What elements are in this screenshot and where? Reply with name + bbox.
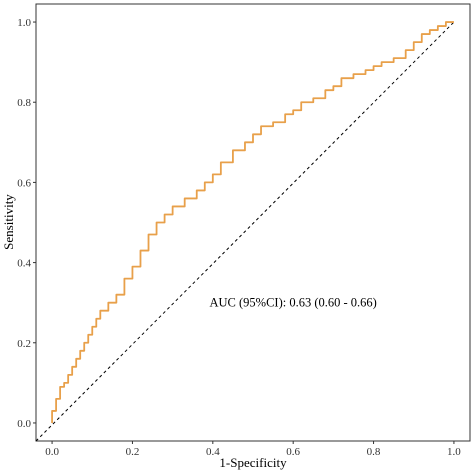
x-tick-label: 0.4 [206,446,220,458]
auc-annotation: AUC (95%CI): 0.63 (0.60 - 0.66) [210,296,377,310]
x-tick-label: 0.6 [286,446,300,458]
x-tick-label: 0.8 [367,446,381,458]
y-tick-label: 0.2 [17,338,31,350]
x-tick-label: 0.2 [126,446,140,458]
y-tick-label: 0.4 [17,258,31,270]
plot-layer [35,21,455,442]
roc-curve-line [51,21,454,423]
y-tick-label: 0.6 [17,177,31,189]
y-tick-label: 1.0 [17,17,31,29]
reference-diagonal-line [35,21,455,442]
y-tick-label: 0.8 [17,97,31,109]
x-tick-label: 1.0 [447,446,461,458]
x-tick-label: 0.0 [45,446,59,458]
y-tick-label: 0.0 [17,418,31,430]
y-axis-title: Sensitivity [1,194,16,250]
x-axis: 0.0 0.2 0.4 0.6 0.8 1.0 [45,441,461,458]
x-axis-title: 1-Specificity [219,455,287,470]
y-axis: 0.0 0.2 0.4 0.6 0.8 1.0 [17,17,36,430]
